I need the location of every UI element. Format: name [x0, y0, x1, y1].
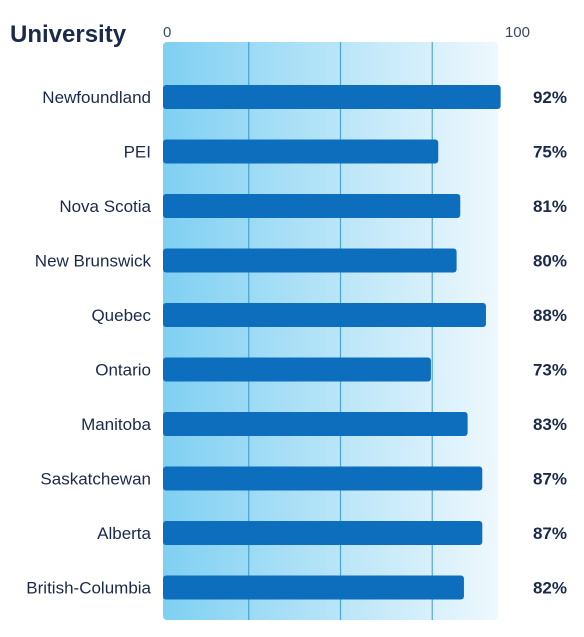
- bar: [163, 357, 431, 382]
- category-label: New Brunswick: [35, 252, 152, 271]
- bar: [163, 521, 483, 545]
- bars: Newfoundland 92% PEI 75% Nova Scotia 81% New B…: [26, 85, 567, 600]
- value-label: 87%: [533, 524, 567, 543]
- category-label: Ontario: [95, 361, 151, 380]
- value-label: 80%: [533, 252, 567, 271]
- bar: [163, 194, 461, 218]
- category-label: Newfoundland: [42, 88, 151, 107]
- bar: [163, 575, 464, 600]
- bar: [163, 248, 457, 273]
- category-label: PEI: [124, 143, 151, 162]
- value-label: 73%: [533, 361, 567, 380]
- value-label: 87%: [533, 470, 567, 489]
- bar: [163, 303, 486, 327]
- category-label: Nova Scotia: [59, 197, 151, 216]
- bar: [163, 412, 468, 436]
- category-label: Saskatchewan: [40, 470, 151, 489]
- value-label: 81%: [533, 197, 567, 216]
- value-label: 75%: [533, 143, 567, 162]
- category-label: Quebec: [91, 306, 151, 325]
- bar: [163, 139, 439, 164]
- category-label: Alberta: [97, 524, 151, 543]
- x-axis-ticks: 0 100: [163, 24, 530, 41]
- category-label: British-Columbia: [26, 579, 151, 598]
- bar: [163, 85, 501, 109]
- value-label: 82%: [533, 579, 567, 598]
- chart-title: University: [10, 21, 127, 48]
- category-label: Manitoba: [81, 415, 151, 434]
- x-tick-label: 100: [505, 24, 530, 41]
- value-label: 92%: [533, 88, 567, 107]
- value-label: 88%: [533, 306, 567, 325]
- x-tick-label: 0: [163, 24, 171, 41]
- value-label: 83%: [533, 415, 567, 434]
- bar: [163, 466, 483, 491]
